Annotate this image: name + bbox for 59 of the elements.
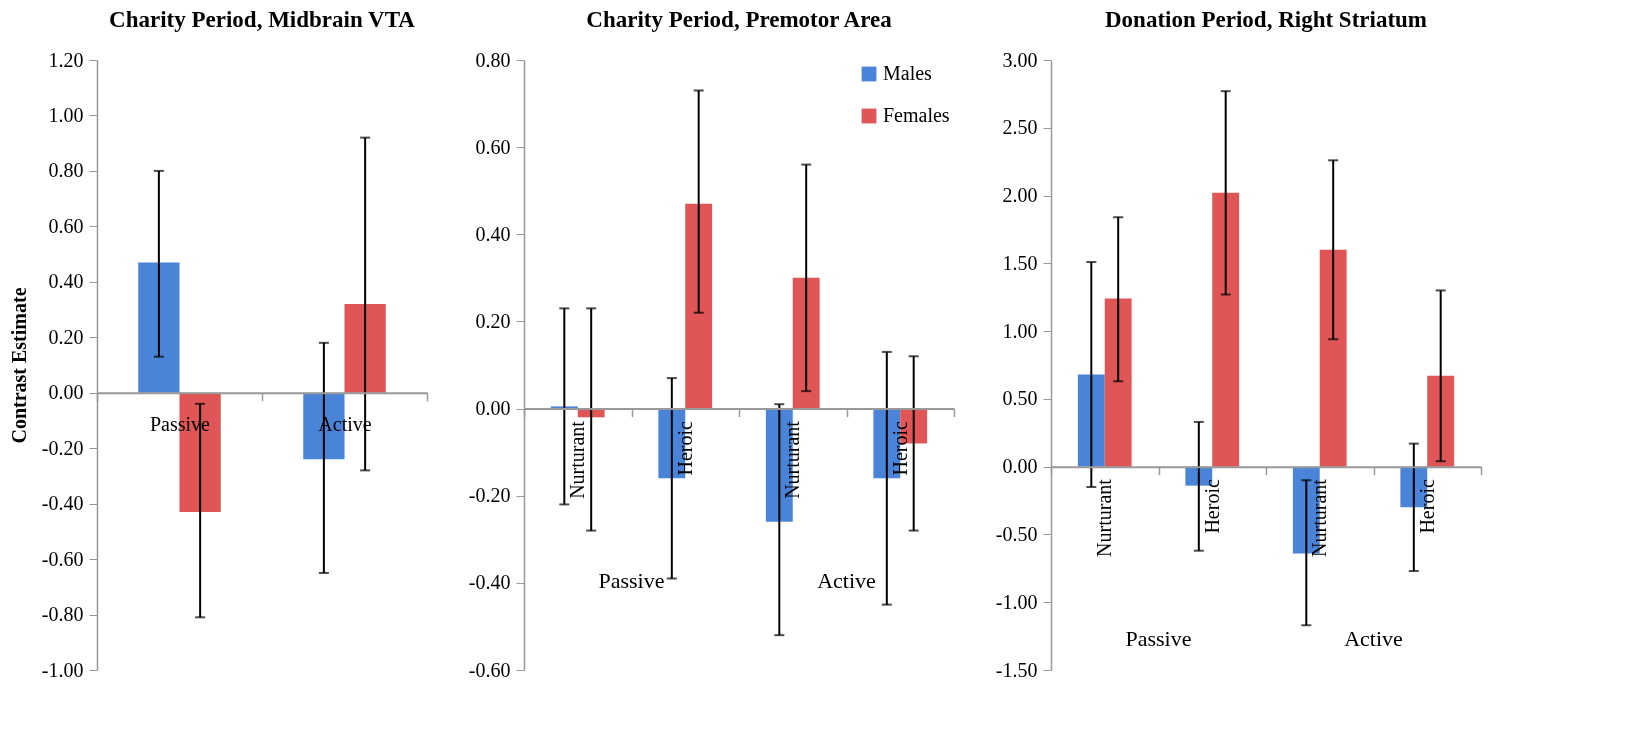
chart-title: Donation Period, Right Striatum xyxy=(1105,7,1427,32)
y-tick-label: -0.80 xyxy=(41,603,84,626)
y-tick-label: 1.50 xyxy=(1002,251,1038,274)
x-tick-label: Heroic xyxy=(1200,479,1223,534)
bar xyxy=(685,203,713,409)
y-tick-label: 0.00 xyxy=(48,381,84,404)
y-tick-label: 0.00 xyxy=(475,397,511,420)
bar xyxy=(138,262,180,393)
bar xyxy=(1104,298,1132,467)
y-tick-label: 2.50 xyxy=(1002,116,1038,139)
y-tick-label: -1.00 xyxy=(41,658,84,681)
x-tick-label: Heroic xyxy=(1415,479,1438,534)
x-tick-label: Nurturant xyxy=(1308,478,1331,557)
legend-label: Males xyxy=(883,62,933,84)
y-tick-label: 0.40 xyxy=(475,222,511,245)
y-tick-label: -0.40 xyxy=(41,492,84,515)
x-tick-label: Nurturant xyxy=(566,420,589,499)
y-tick-label: 0.50 xyxy=(1002,387,1038,410)
annotation: Active xyxy=(1344,625,1403,651)
legend-label: Females xyxy=(883,104,950,126)
chart-title: Charity Period, Midbrain VTA xyxy=(109,7,416,32)
x-tick-label: Passive xyxy=(150,413,211,436)
y-tick-label: -0.20 xyxy=(468,484,511,507)
y-tick-label: -1.50 xyxy=(995,658,1038,681)
annotation: Passive xyxy=(598,567,665,593)
y-tick-label: 0.20 xyxy=(475,309,511,332)
x-tick-label: Heroic xyxy=(888,420,911,476)
y-tick-label: 0.60 xyxy=(475,135,511,158)
bar xyxy=(1319,249,1347,467)
y-tick-label: 0.80 xyxy=(475,48,511,71)
y-tick-label: 2.00 xyxy=(1002,184,1038,207)
y-tick-label: 0.60 xyxy=(48,214,84,237)
bar xyxy=(1077,374,1105,467)
y-tick-label: -0.20 xyxy=(41,436,84,459)
y-tick-label: 0.00 xyxy=(1002,455,1038,478)
y-tick-label: 0.80 xyxy=(48,159,84,182)
bar xyxy=(1427,375,1455,467)
y-tick-label: 0.40 xyxy=(48,270,84,293)
y-tick-label: 3.00 xyxy=(1002,48,1038,71)
bar xyxy=(344,304,386,393)
bar xyxy=(1212,192,1240,467)
annotation: Passive xyxy=(1125,625,1192,651)
y-tick-label: 1.00 xyxy=(1002,319,1038,342)
y-tick-label: -0.40 xyxy=(468,571,511,594)
y-tick-label: -1.00 xyxy=(995,590,1038,613)
y-tick-label: 1.20 xyxy=(48,48,84,71)
y-tick-label: 0.20 xyxy=(48,325,84,348)
annotation: Active xyxy=(817,567,876,593)
y-tick-label: -0.60 xyxy=(468,658,511,681)
x-tick-label: Nurturant xyxy=(781,420,804,499)
x-tick-label: Active xyxy=(318,413,372,436)
y-tick-label: -0.60 xyxy=(41,547,84,570)
x-tick-label: Nurturant xyxy=(1093,478,1116,557)
chart-title: Charity Period, Premotor Area xyxy=(586,7,893,32)
y-tick-label: -0.50 xyxy=(995,522,1038,545)
bar xyxy=(792,277,820,409)
y-tick-label: 1.00 xyxy=(48,103,84,126)
y-axis-title: Contrast Estimate xyxy=(7,287,30,444)
x-tick-label: Heroic xyxy=(673,420,696,476)
